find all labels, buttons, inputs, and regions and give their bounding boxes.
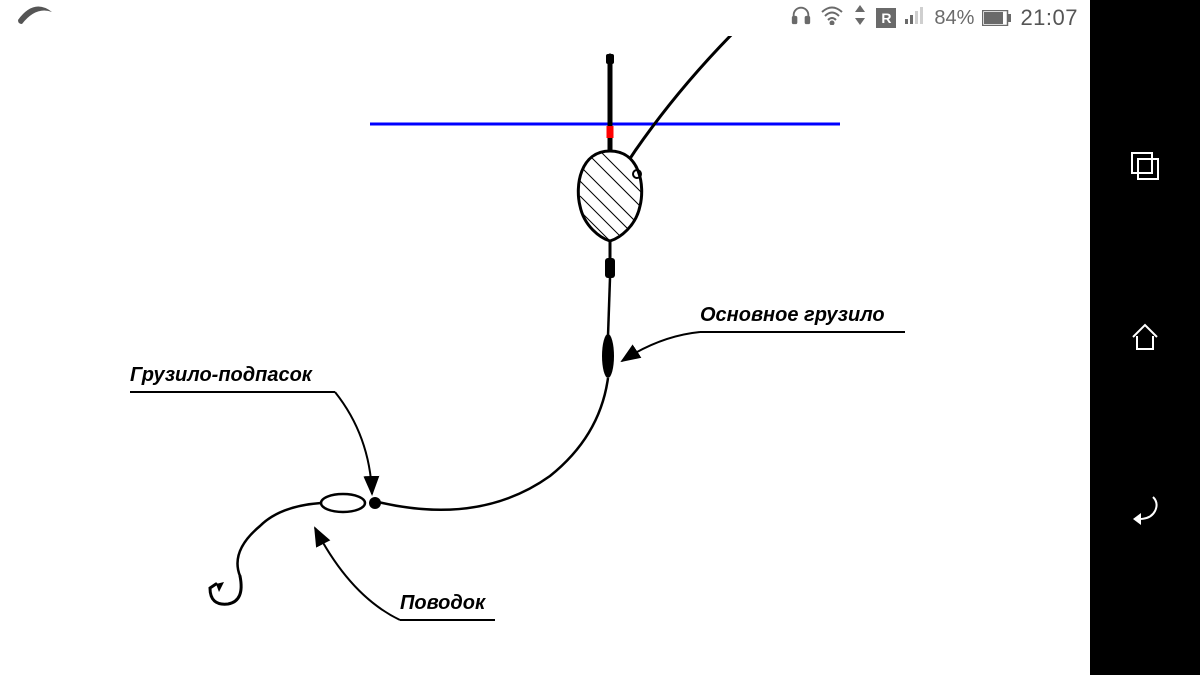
small-sinker bbox=[369, 497, 381, 509]
status-bar: R 84% 21:07 bbox=[0, 0, 1090, 36]
battery-pct: 84% bbox=[934, 7, 974, 30]
wifi-icon bbox=[820, 5, 844, 31]
main-sinker bbox=[602, 334, 614, 378]
data-arrows-icon bbox=[852, 4, 868, 32]
main-line-top bbox=[625, 36, 740, 166]
diagram-area: Основное грузило Грузило-подпасок Поводо… bbox=[0, 36, 1090, 675]
home-button[interactable] bbox=[1121, 313, 1169, 361]
swivel bbox=[321, 494, 365, 512]
fishing-rig-diagram bbox=[0, 36, 1090, 675]
roaming-badge: R bbox=[876, 8, 896, 28]
system-nav-bar bbox=[1090, 0, 1200, 675]
back-button[interactable] bbox=[1121, 485, 1169, 533]
hook bbox=[210, 576, 241, 604]
label-small-sinker: Грузило-подпасок bbox=[130, 364, 312, 387]
signal-icon bbox=[904, 5, 926, 31]
headphones-icon bbox=[790, 4, 812, 32]
label-main-sinker: Основное грузило bbox=[700, 304, 885, 327]
recent-apps-button[interactable] bbox=[1121, 142, 1169, 190]
clock: 21:07 bbox=[1020, 5, 1078, 31]
carrier-logo bbox=[12, 2, 56, 35]
label-leader: Поводок bbox=[400, 592, 485, 615]
line-lower bbox=[378, 378, 608, 510]
leader-line bbox=[238, 503, 322, 576]
battery-icon bbox=[982, 10, 1012, 26]
